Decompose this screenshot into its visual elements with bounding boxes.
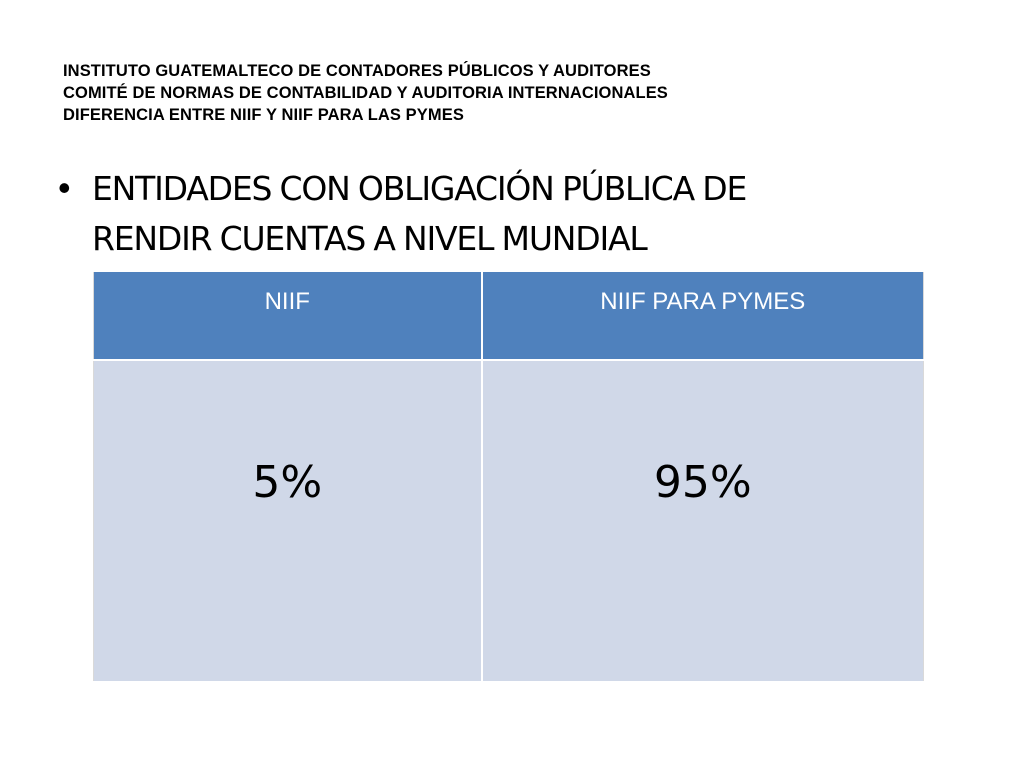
column-header-niif-pymes: NIIF PARA PYMES	[480, 270, 924, 361]
header-committee: COMITÉ DE NORMAS DE CONTABILIDAD Y AUDIT…	[63, 84, 668, 102]
slide-header: INSTITUTO GUATEMALTECO DE CONTADORES PÚB…	[63, 60, 963, 126]
bullet-point: • ENTIDADES CON OBLIGACIÓN PÚBLICA DE RE…	[58, 164, 938, 264]
table-header-row: NIIF NIIF PARA PYMES	[93, 270, 924, 361]
header-subject: DIFERENCIA ENTRE NIIF Y NIIF PARA LAS PY…	[63, 106, 464, 124]
header-institute: INSTITUTO GUATEMALTECO DE CONTADORES PÚB…	[63, 62, 651, 80]
table-row: 5% 95%	[93, 359, 924, 683]
column-header-niif: NIIF	[93, 270, 483, 361]
cell-niif-value: 5%	[93, 359, 483, 683]
bullet-line-1: ENTIDADES CON OBLIGACIÓN PÚBLICA DE	[92, 169, 747, 208]
comparison-table: NIIF NIIF PARA PYMES 5% 95%	[93, 270, 924, 683]
bullet-line-2: RENDIR CUENTAS A NIVEL MUNDIAL	[92, 219, 648, 258]
bullet-text: ENTIDADES CON OBLIGACIÓN PÚBLICA DE REND…	[92, 164, 747, 264]
cell-niif-pymes-value: 95%	[480, 359, 924, 683]
bullet-icon: •	[58, 167, 71, 208]
